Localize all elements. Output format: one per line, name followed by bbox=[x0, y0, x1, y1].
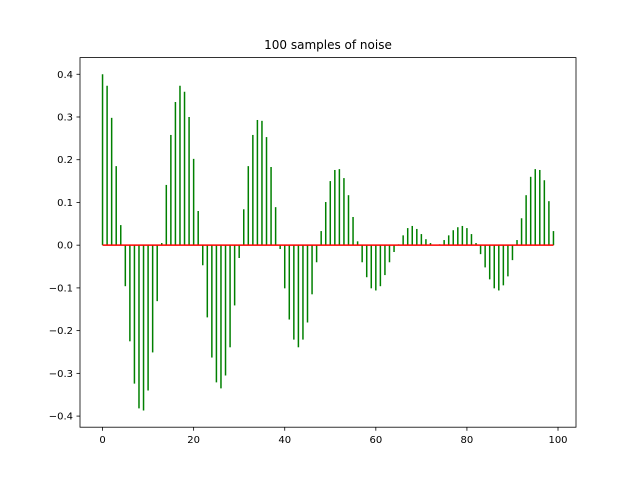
y-tick-label: 0.2 bbox=[57, 155, 73, 166]
x-tick-label: 100 bbox=[548, 435, 567, 446]
x-tick-label: 20 bbox=[187, 435, 200, 446]
x-tick-label: 40 bbox=[278, 435, 291, 446]
y-tick-label: −0.4 bbox=[49, 412, 73, 423]
y-tick-label: 0.1 bbox=[57, 198, 73, 209]
y-tick-label: −0.1 bbox=[49, 283, 73, 294]
y-tick-label: −0.3 bbox=[49, 369, 73, 380]
chart-title: 100 samples of noise bbox=[264, 38, 392, 52]
plot-frame bbox=[79, 57, 577, 428]
x-tick-label: 60 bbox=[369, 435, 382, 446]
y-tick-label: 0.3 bbox=[57, 112, 73, 123]
y-tick-label: −0.2 bbox=[49, 326, 73, 337]
y-tick-label: 0.4 bbox=[57, 70, 73, 81]
x-tick-label: 0 bbox=[99, 435, 105, 446]
x-tick-label: 80 bbox=[461, 435, 474, 446]
y-tick-label: 0.0 bbox=[57, 241, 73, 252]
